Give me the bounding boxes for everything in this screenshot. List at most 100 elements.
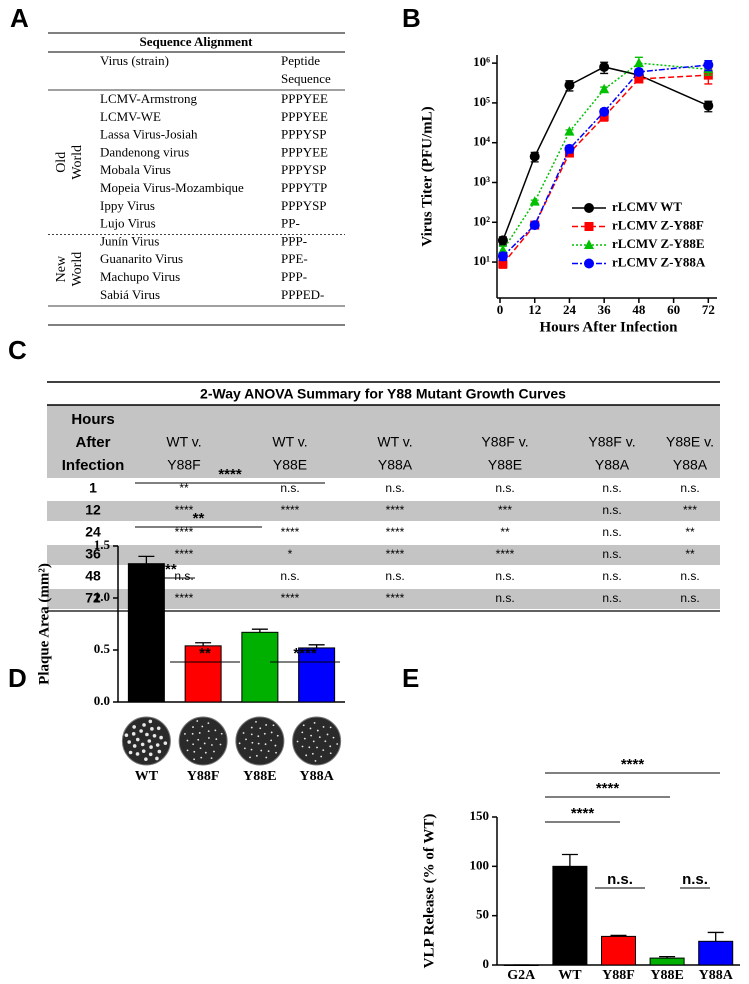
peptide-sequence: PPPED- <box>281 287 324 302</box>
row-header: 1 <box>89 480 97 496</box>
marker <box>703 59 714 70</box>
peptide-sequence: PPE- <box>281 251 308 266</box>
plaque <box>329 752 332 755</box>
column-header: Virus (strain) <box>100 53 169 68</box>
plaque <box>145 732 149 737</box>
peptide-sequence: PPP- <box>281 269 307 284</box>
plaque <box>186 749 189 752</box>
plaque <box>243 747 246 750</box>
plaque <box>259 727 262 730</box>
plaque <box>159 735 163 740</box>
x-tick-label: 36 <box>598 302 612 317</box>
plaque <box>207 737 210 739</box>
plaque <box>214 729 217 732</box>
column-header: Y88E v. <box>666 434 714 450</box>
plaque <box>310 734 313 737</box>
plaque <box>191 732 194 735</box>
marker <box>633 66 644 77</box>
plaque <box>313 722 316 724</box>
column-header: Y88E <box>488 457 522 473</box>
table-cell: n.s. <box>602 503 621 517</box>
peptide-sequence: PPPYTP <box>281 180 327 195</box>
table-cell: n.s. <box>602 591 621 605</box>
peptide-sequence: PP- <box>281 216 300 231</box>
plaque <box>199 747 202 750</box>
marker <box>584 258 594 269</box>
virus-name: Guanarito Virus <box>100 251 183 266</box>
y-tick-label: 10⁶ <box>473 54 490 69</box>
plaque <box>309 727 312 730</box>
bar <box>298 647 336 703</box>
table-cell: **** <box>386 591 405 605</box>
virus-name: Mopeia Virus-Mozambique <box>100 180 244 195</box>
plaque <box>139 729 143 733</box>
bar <box>600 935 637 966</box>
plaque <box>260 749 263 752</box>
bar <box>698 940 734 966</box>
plaque <box>311 752 314 755</box>
marker <box>529 220 540 231</box>
table-cell: * <box>288 547 293 561</box>
peptide-sequence: PPPYSP <box>281 127 327 142</box>
plaque <box>318 736 321 738</box>
virus-name: Mobala Virus <box>100 162 171 177</box>
plaque <box>142 723 146 727</box>
panel-label: E <box>402 663 419 693</box>
plaque-well <box>235 716 285 766</box>
y-tick-label: 10⁴ <box>473 134 490 149</box>
panel-label: A <box>10 3 29 33</box>
column-header: Peptide <box>281 53 320 68</box>
marker <box>584 222 594 231</box>
marker <box>634 74 644 84</box>
group-label: World <box>70 145 85 180</box>
plaque <box>192 726 194 728</box>
y-tick-label: 10² <box>473 213 490 228</box>
plaque <box>124 733 129 737</box>
plaque <box>193 750 196 753</box>
table-cell: *** <box>683 503 697 517</box>
table-cell: **** <box>386 547 405 561</box>
column-header: Infection <box>62 457 125 474</box>
plaque <box>215 738 218 741</box>
marker <box>497 235 508 246</box>
column-header: WT v. <box>377 434 412 450</box>
column-header: Y88A <box>378 457 413 473</box>
plaque <box>140 742 145 747</box>
x-tick-label: 0 <box>497 302 504 317</box>
plaque <box>207 722 210 725</box>
plaque <box>249 756 251 759</box>
column-header: Y88F <box>167 457 200 473</box>
plaque <box>270 731 273 734</box>
plaque <box>128 750 133 755</box>
legend-label: rLCMV Z-Y88A <box>612 254 706 269</box>
plaque <box>301 745 304 748</box>
column-header: After <box>75 434 110 451</box>
plaque <box>127 740 131 744</box>
plaque <box>250 748 253 751</box>
table-cell: n.s. <box>680 569 699 583</box>
series-line <box>502 64 709 257</box>
marker <box>529 196 540 206</box>
plaque <box>135 737 140 742</box>
plaque <box>152 733 157 738</box>
y-tick-label: 1.5 <box>94 537 111 552</box>
table-cell: *** <box>498 503 512 517</box>
x-tick-label: 60 <box>667 302 680 317</box>
bar <box>503 964 539 966</box>
virus-name: LCMV-Armstrong <box>100 91 198 106</box>
table-cell: **** <box>281 591 300 605</box>
row-background <box>47 545 720 565</box>
table-cell: **** <box>386 503 405 517</box>
y-tick-label: 10³ <box>473 173 490 188</box>
legend-label: rLCMV Z-Y88E <box>612 236 705 251</box>
plaque <box>238 742 241 745</box>
plaque <box>147 739 152 743</box>
significance-label: **** <box>621 756 645 773</box>
row-header: 24 <box>85 524 101 540</box>
plaque <box>193 758 196 761</box>
plaque <box>157 749 162 754</box>
column-header: Y88A <box>673 457 708 473</box>
plaque <box>155 743 160 747</box>
plaque <box>316 729 319 732</box>
x-tick-label: Y88A <box>699 968 734 983</box>
